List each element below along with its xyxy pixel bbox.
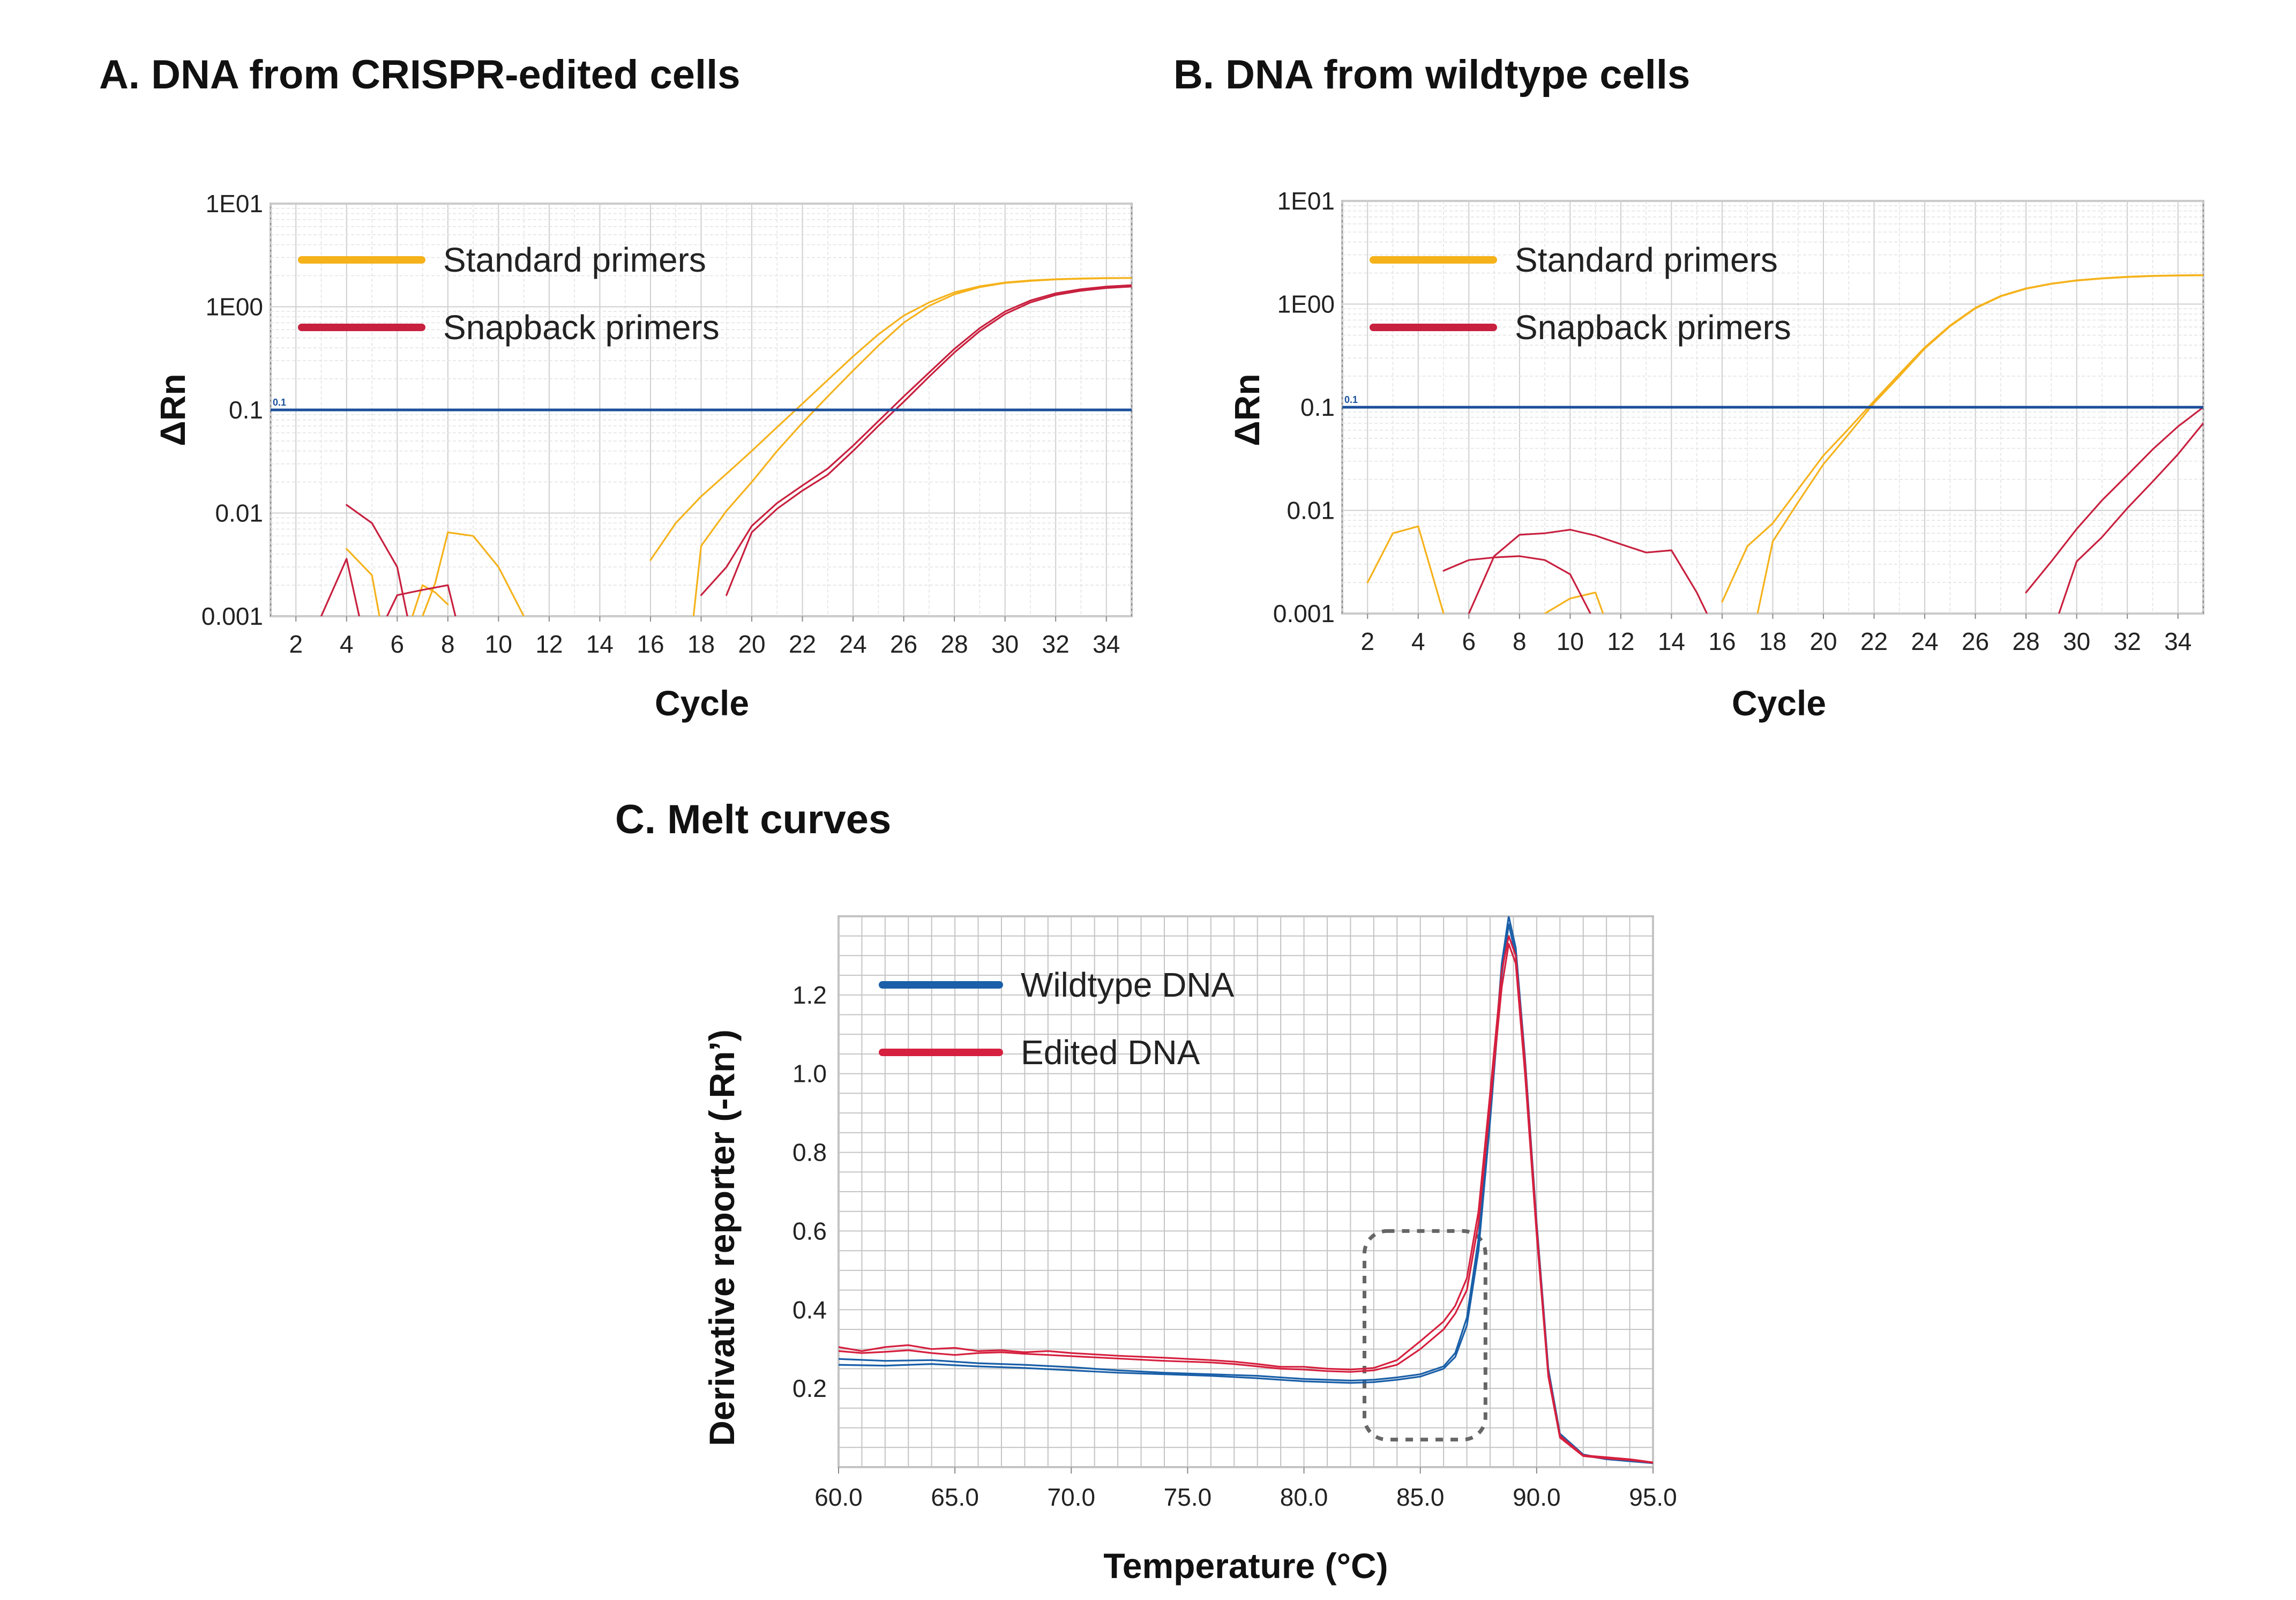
panel-a-series-snapback-8 bbox=[700, 284, 1132, 596]
panel-b-ytick-label: 1E00 bbox=[1277, 290, 1335, 318]
panel-b-xtick-label: 4 bbox=[1411, 627, 1425, 655]
panel-b-series-standard-1 bbox=[1544, 592, 1604, 614]
panel-c-xtick-label: 60.0 bbox=[814, 1483, 863, 1511]
panel-c-xtick-label: 95.0 bbox=[1629, 1483, 1677, 1511]
panel-b-ytick-label: 1E01 bbox=[1277, 187, 1335, 215]
panel-c-ytick-label: 0.8 bbox=[792, 1139, 827, 1167]
panel-c-xtick-label: 75.0 bbox=[1164, 1483, 1212, 1511]
panel-a-xtick-label: 2 bbox=[289, 630, 303, 658]
panel-a-series-standard-4 bbox=[692, 277, 1132, 616]
panel-a-xtick-label: 22 bbox=[789, 630, 816, 658]
panel-b-series-snapback-4 bbox=[1442, 555, 1591, 614]
panel-c-ylabel: Derivative reporter (-Rn’) bbox=[702, 1029, 742, 1446]
panel-a-series-snapback-6 bbox=[346, 504, 408, 616]
panel-a-series-snapback-9 bbox=[726, 286, 1132, 596]
panel-c-series-edited-3 bbox=[839, 943, 1653, 1464]
panel-b-threshold-label: 0.1 bbox=[1344, 394, 1358, 405]
panel-b-series-snapback-5 bbox=[1468, 528, 1708, 614]
panel-b-series-standard-3 bbox=[1756, 274, 2203, 614]
panel-b-xtick-label: 32 bbox=[2114, 627, 2141, 655]
panel-a-series-snapback-7 bbox=[386, 584, 457, 616]
panel-c-xtick-label: 90.0 bbox=[1513, 1483, 1561, 1511]
panel-c-xtick-label: 70.0 bbox=[1048, 1483, 1096, 1511]
panel-b-xtick-label: 14 bbox=[1658, 627, 1685, 655]
panel-a-xtick-label: 16 bbox=[637, 630, 664, 658]
panel-a-ytick-label: 0.01 bbox=[215, 499, 263, 527]
panel-c-xlabel: Temperature (°C) bbox=[1103, 1546, 1388, 1586]
panel-b-chart: B. DNA from wildtype cells Cycle ΔRn 1E0… bbox=[1173, 52, 2204, 723]
panel-c-ytick-label: 0.2 bbox=[792, 1374, 827, 1402]
panel-c-ytick-label: 0.4 bbox=[792, 1296, 827, 1324]
panel-a-xtick-label: 10 bbox=[485, 630, 512, 658]
panel-b-series-group bbox=[1366, 274, 2203, 614]
panel-b-series-snapback-6 bbox=[2025, 406, 2203, 594]
panel-a-ytick-label: 0.001 bbox=[201, 602, 263, 630]
panel-b-legend-label: Standard primers bbox=[1515, 241, 1778, 279]
panel-b-series-snapback-7 bbox=[2058, 422, 2203, 614]
panel-a-xtick-label: 34 bbox=[1093, 630, 1120, 658]
panel-a-ytick-label: 0.1 bbox=[229, 396, 263, 424]
panel-a-xlabel: Cycle bbox=[655, 683, 749, 723]
panel-b-xtick-label: 16 bbox=[1708, 627, 1736, 655]
panel-a-xtick-label: 14 bbox=[586, 630, 614, 658]
panel-c-xtick-label: 80.0 bbox=[1280, 1483, 1328, 1511]
panel-b-legend-label: Snapback primers bbox=[1515, 308, 1791, 347]
panel-b-ytick-label: 0.01 bbox=[1287, 497, 1335, 525]
panel-a-xtick-label: 8 bbox=[441, 630, 455, 658]
panel-a-xtick-label: 26 bbox=[890, 630, 917, 658]
panel-c-highlight-box bbox=[1362, 1229, 1487, 1442]
panel-a-xtick-label: 18 bbox=[687, 630, 715, 658]
panel-a-series-standard-0 bbox=[346, 548, 380, 616]
panel-a-xtick-label: 12 bbox=[535, 630, 563, 658]
panel-b-xtick-label: 8 bbox=[1513, 627, 1527, 655]
panel-b-xtick-label: 34 bbox=[2164, 627, 2192, 655]
panel-a-series-group bbox=[320, 277, 1132, 616]
panel-b-series-standard-0 bbox=[1366, 525, 1445, 614]
panel-b-xtick-label: 2 bbox=[1360, 627, 1374, 655]
panel-a-xtick-label: 6 bbox=[391, 630, 405, 658]
panel-c-xtick-label: 85.0 bbox=[1396, 1483, 1445, 1511]
panel-b-xtick-label: 6 bbox=[1462, 627, 1476, 655]
panel-b-title: B. DNA from wildtype cells bbox=[1173, 52, 1690, 98]
panel-a-series-snapback-5 bbox=[320, 558, 361, 616]
panel-b-xtick-label: 22 bbox=[1860, 627, 1888, 655]
panel-a-xtick-label: 4 bbox=[340, 630, 354, 658]
panel-a-xtick-label: 28 bbox=[941, 630, 968, 658]
panel-c-chart: C. Melt curves Temperature (°C) Derivati… bbox=[615, 797, 1677, 1586]
panel-b-xtick-label: 10 bbox=[1557, 627, 1584, 655]
panel-c-series-group bbox=[839, 916, 1653, 1464]
panel-b-xtick-label: 24 bbox=[1911, 627, 1939, 655]
panel-b-xtick-label: 12 bbox=[1607, 627, 1634, 655]
panel-a-xtick-label: 24 bbox=[840, 630, 867, 658]
panel-c-ytick-label: 0.6 bbox=[792, 1217, 827, 1245]
panel-a-ytick-label: 1E00 bbox=[206, 293, 263, 321]
panel-a-ylabel: ΔRn bbox=[153, 373, 192, 446]
panel-b-ytick-label: 0.001 bbox=[1273, 600, 1335, 627]
panel-a-legend-label: Standard primers bbox=[443, 241, 706, 279]
panel-c-gridlines bbox=[838, 916, 1654, 1468]
panel-b-xtick-label: 18 bbox=[1759, 627, 1786, 655]
panel-c-title: C. Melt curves bbox=[615, 797, 891, 842]
panel-a-xtick-label: 20 bbox=[738, 630, 765, 658]
panel-c-legend-label: Edited DNA bbox=[1021, 1033, 1200, 1072]
panel-a-xtick-label: 30 bbox=[991, 630, 1019, 658]
panel-a-title: A. DNA from CRISPR-edited cells bbox=[99, 52, 740, 98]
panel-a-chart: A. DNA from CRISPR-edited cells Cycle ΔR… bbox=[99, 52, 1133, 723]
panel-a-legend-label: Snapback primers bbox=[443, 308, 720, 347]
panel-c-legend-label: Wildtype DNA bbox=[1021, 966, 1235, 1004]
panel-b-xtick-label: 20 bbox=[1809, 627, 1837, 655]
panel-a-xtick-label: 32 bbox=[1042, 630, 1070, 658]
panel-b-xlabel: Cycle bbox=[1732, 683, 1826, 723]
panel-b-xtick-label: 26 bbox=[1962, 627, 1989, 655]
panel-c-ytick-label: 1.0 bbox=[792, 1060, 827, 1088]
panel-a-ytick-label: 1E01 bbox=[206, 190, 263, 218]
panel-b-xtick-label: 30 bbox=[2063, 627, 2090, 655]
panel-b-ytick-label: 0.1 bbox=[1300, 393, 1335, 421]
panel-c-xtick-label: 65.0 bbox=[931, 1483, 979, 1511]
panel-a-threshold-label: 0.1 bbox=[273, 397, 286, 408]
panel-c-ytick-label: 1.2 bbox=[792, 981, 827, 1009]
panel-b-xtick-label: 28 bbox=[2013, 627, 2040, 655]
panel-b-ylabel: ΔRn bbox=[1227, 373, 1267, 446]
